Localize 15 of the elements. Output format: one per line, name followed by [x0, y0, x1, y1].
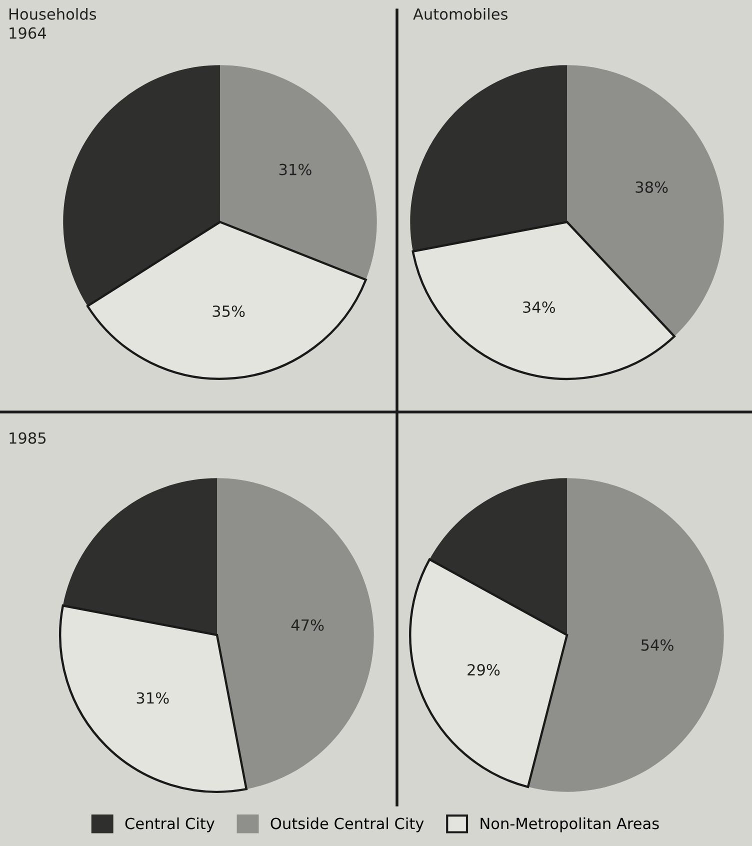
data-label: 31%	[136, 692, 169, 704]
data-label: 34%	[523, 301, 556, 313]
chart-title: Households	[10, 8, 96, 20]
data-label: 38%	[636, 181, 668, 193]
chart-title: Automobiles	[413, 8, 508, 20]
data-label: 29%	[468, 664, 500, 676]
data-label: 47%	[291, 619, 324, 631]
data-label: 31%	[279, 164, 312, 176]
chart-title: 1985	[10, 432, 46, 444]
data-label: 35%	[212, 305, 245, 318]
legend-label: Outside Central City	[270, 817, 424, 832]
legend-label: Central City	[125, 817, 214, 832]
legend-label: Non-Metropolitan Areas	[480, 817, 659, 832]
data-label: 54%	[641, 639, 674, 651]
chart-subtitle: 1964	[10, 27, 46, 39]
